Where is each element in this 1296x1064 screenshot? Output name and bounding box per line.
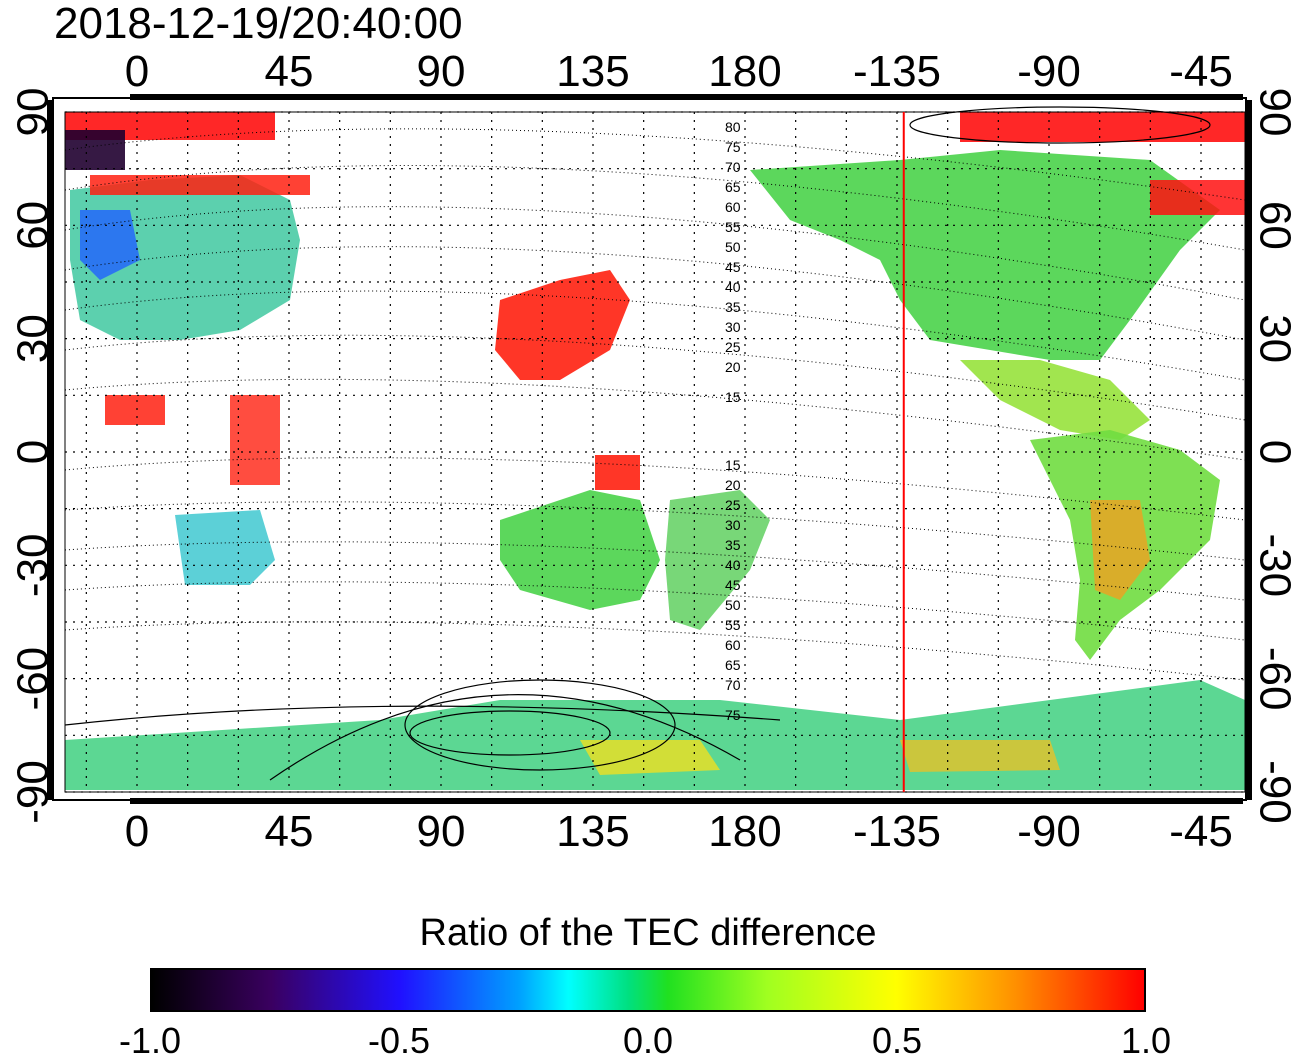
mlat-label: 40 bbox=[725, 557, 741, 573]
colorbar bbox=[150, 968, 1146, 1012]
lon-tick-label: 45 bbox=[265, 807, 314, 856]
lat-tick-label: 30 bbox=[1250, 314, 1296, 363]
mlat-label: 15 bbox=[725, 457, 741, 473]
lon-tick-label: -45 bbox=[1169, 47, 1233, 96]
mlat-label: 35 bbox=[725, 299, 741, 315]
lat-tick-label: -60 bbox=[9, 647, 58, 711]
mlat-label: 60 bbox=[725, 637, 741, 653]
lat-tick-label: 90 bbox=[1250, 88, 1296, 137]
mlat-label: 45 bbox=[725, 577, 741, 593]
lon-tick-label: -135 bbox=[853, 47, 941, 96]
mlat-label: 60 bbox=[725, 199, 741, 215]
lon-tick-label: 135 bbox=[556, 47, 629, 96]
mlat-label: 15 bbox=[725, 389, 741, 405]
lon-tick-label: -90 bbox=[1017, 47, 1081, 96]
mlat-label: 65 bbox=[725, 179, 741, 195]
lon-tick-label: 0 bbox=[125, 807, 149, 856]
mlat-label: 50 bbox=[725, 239, 741, 255]
mlat-label: 30 bbox=[725, 517, 741, 533]
lon-tick-label: 135 bbox=[556, 807, 629, 856]
mlat-label: 75 bbox=[725, 707, 741, 723]
mlat-label: 55 bbox=[725, 617, 741, 633]
lon-tick-label: 180 bbox=[708, 807, 781, 856]
magnetic-latitude-labels: 80 75 70 65 60 55 50 45 40 35 30 25 20 15 15 20 25 30 35 40… bbox=[725, 119, 741, 723]
tec-data-patches bbox=[65, 112, 1245, 790]
colorbar-title: Ratio of the TEC difference bbox=[419, 912, 877, 954]
lon-tick-label: 90 bbox=[417, 807, 466, 856]
magnetic-latitude-contours bbox=[64, 128, 1246, 681]
map-grid bbox=[65, 111, 1245, 793]
mlat-label: 55 bbox=[725, 219, 741, 235]
lat-tick-label: -90 bbox=[1250, 760, 1296, 824]
lon-tick-label: 90 bbox=[417, 47, 466, 96]
lat-ticks-left: 90 60 30 0 -30 -60 -90 bbox=[9, 88, 58, 824]
mlat-label: 20 bbox=[725, 477, 741, 493]
lon-tick-label: 0 bbox=[125, 47, 149, 96]
mlat-label: 30 bbox=[725, 319, 741, 335]
lat-tick-label: 0 bbox=[9, 440, 58, 464]
lat-tick-label: -30 bbox=[1250, 534, 1296, 598]
lon-tick-label: -90 bbox=[1017, 807, 1081, 856]
lon-ticks-bottom: 0 45 90 135 180 -135 -90 -45 bbox=[125, 807, 1233, 856]
mlat-label: 25 bbox=[725, 339, 741, 355]
mlat-label: 80 bbox=[725, 119, 741, 135]
lat-tick-label: -60 bbox=[1250, 647, 1296, 711]
lat-tick-label: -30 bbox=[9, 534, 58, 598]
lon-tick-label: 45 bbox=[265, 47, 314, 96]
mlat-label: 70 bbox=[725, 159, 741, 175]
mlat-label: 40 bbox=[725, 279, 741, 295]
mlat-label: 75 bbox=[725, 139, 741, 155]
lon-ticks-top: 0 45 90 135 180 -135 -90 -45 bbox=[125, 47, 1233, 96]
mlat-label: 35 bbox=[725, 537, 741, 553]
mlat-label: 65 bbox=[725, 657, 741, 673]
lat-tick-label: -90 bbox=[9, 760, 58, 824]
colorbar-tick: 0.0 bbox=[622, 1020, 674, 1061]
lat-tick-label: 60 bbox=[9, 201, 58, 250]
lat-tick-label: 30 bbox=[9, 314, 58, 363]
colorbar-tick: -0.5 bbox=[367, 1020, 431, 1061]
colorbar-tick: 1.0 bbox=[1120, 1020, 1172, 1061]
lon-tick-label: -45 bbox=[1169, 807, 1233, 856]
lat-ticks-right: 90 60 30 0 -30 -60 -90 bbox=[1250, 88, 1296, 824]
map-timestamp: 2018-12-19/20:40:00 bbox=[54, 0, 463, 48]
colorbar-tick: 0.5 bbox=[871, 1020, 923, 1061]
mlat-label: 25 bbox=[725, 497, 741, 513]
lat-tick-label: 90 bbox=[9, 88, 58, 137]
tec-map: 0 45 90 135 180 -135 -90 -45 0 45 90 135 180 -135 -90… bbox=[9, 47, 1296, 856]
lon-tick-label: -135 bbox=[853, 807, 941, 856]
colorbar-tick: -1.0 bbox=[118, 1020, 182, 1061]
mlat-label: 20 bbox=[725, 359, 741, 375]
lon-tick-label: 180 bbox=[708, 47, 781, 96]
mlat-label: 70 bbox=[725, 677, 741, 693]
mlat-label: 50 bbox=[725, 597, 741, 613]
mlat-label: 45 bbox=[725, 259, 741, 275]
lat-tick-label: 60 bbox=[1250, 201, 1296, 250]
lat-tick-label: 0 bbox=[1250, 440, 1296, 464]
magnetic-pole-ovals bbox=[64, 106, 1211, 781]
